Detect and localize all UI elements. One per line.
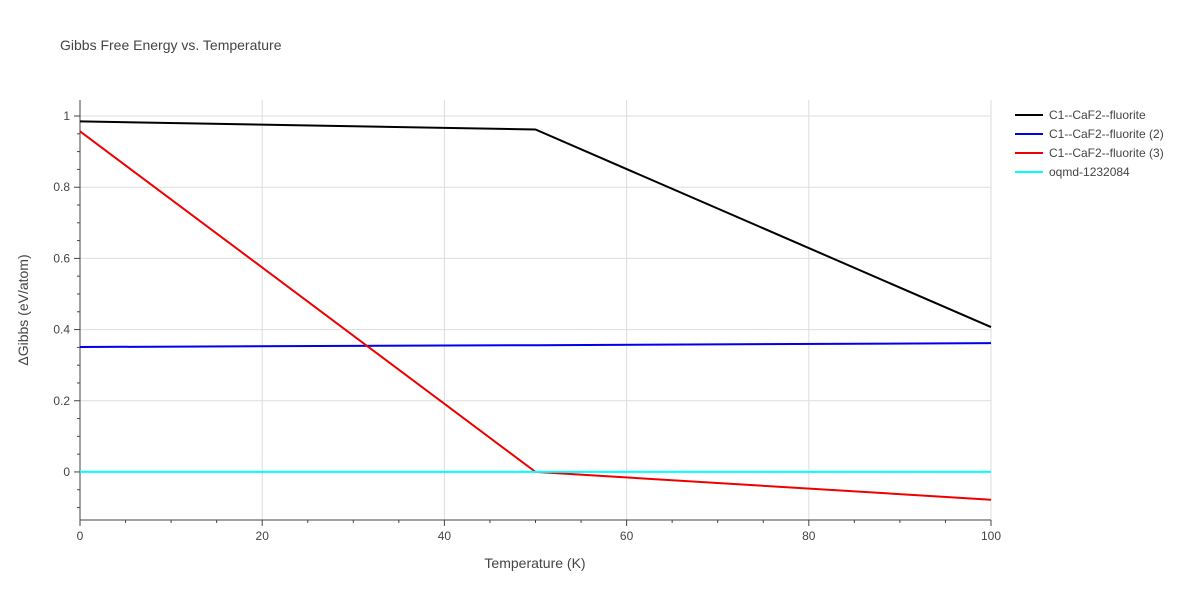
- series-line: [79, 130, 992, 501]
- x-tick-label: 20: [256, 529, 270, 543]
- legend-label: C1--CaF2--fluorite (3): [1049, 146, 1164, 160]
- y-tick-label: 0: [63, 465, 70, 479]
- y-tick-label: 0.8: [53, 180, 70, 194]
- grid-layer: [80, 100, 992, 520]
- series-line: [79, 120, 992, 329]
- legend-item[interactable]: C1--CaF2--fluorite: [1015, 108, 1146, 122]
- series-layer: [79, 120, 992, 501]
- axes-layer: 0 20 40 60 80 100 0 0.2 0.4 0.6 0.8 1: [53, 100, 1001, 543]
- series-line: [79, 342, 992, 348]
- legend-item[interactable]: C1--CaF2--fluorite (2): [1015, 127, 1164, 141]
- x-tick-label: 40: [438, 529, 452, 543]
- y-tick-label: 0.2: [53, 394, 70, 408]
- legend[interactable]: C1--CaF2--fluorite C1--CaF2--fluorite (2)…: [1015, 108, 1164, 179]
- legend-item[interactable]: oqmd-1232084: [1015, 165, 1130, 179]
- legend-label: oqmd-1232084: [1049, 165, 1130, 179]
- legend-item[interactable]: C1--CaF2--fluorite (3): [1015, 146, 1164, 160]
- x-axis-label: Temperature (K): [484, 555, 585, 571]
- y-tick-label: 0.6: [53, 251, 70, 265]
- x-tick-label: 80: [802, 529, 816, 543]
- legend-label: C1--CaF2--fluorite: [1049, 108, 1146, 122]
- legend-label: C1--CaF2--fluorite (2): [1049, 127, 1164, 141]
- x-tick-label: 100: [981, 529, 1001, 543]
- x-tick-label: 60: [620, 529, 634, 543]
- y-axis-label: ΔGibbs (eV/atom): [15, 254, 31, 365]
- x-tick-label: 0: [77, 529, 84, 543]
- y-tick-label: 0.4: [53, 323, 70, 337]
- y-tick-label: 1: [63, 109, 70, 123]
- chart-title: Gibbs Free Energy vs. Temperature: [60, 37, 282, 53]
